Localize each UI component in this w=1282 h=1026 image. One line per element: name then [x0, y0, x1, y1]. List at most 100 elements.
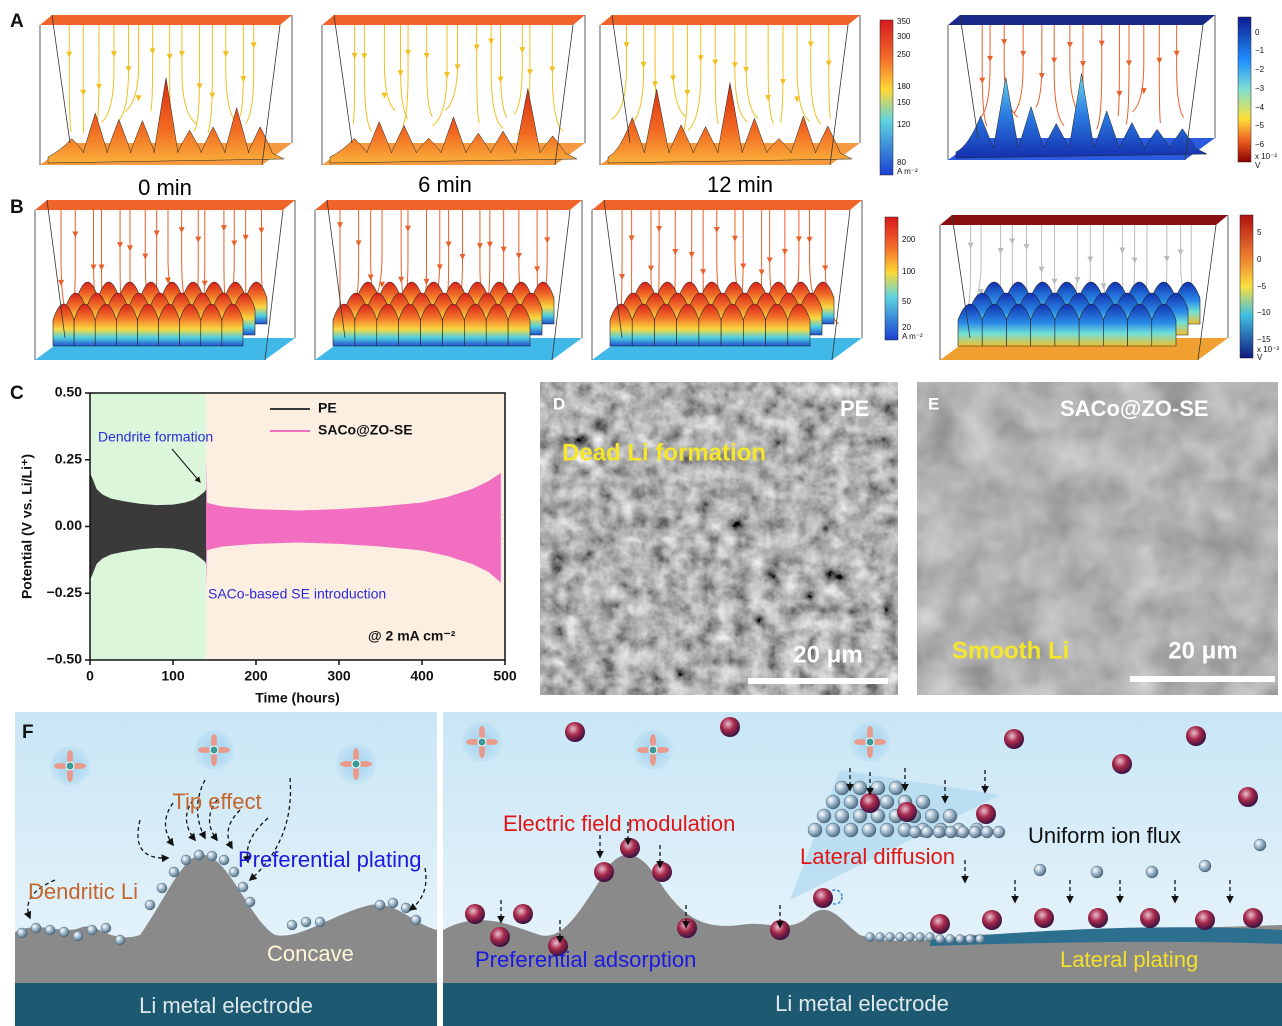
arrow-head: [698, 55, 704, 61]
colorbar: [880, 20, 893, 175]
ion-cluster: [1088, 908, 1108, 928]
field-line: [612, 25, 627, 119]
arrow-head: [117, 242, 123, 248]
colorbar-label: 150: [897, 98, 911, 107]
li-atom: [194, 850, 204, 860]
ion-cluster: [652, 862, 672, 882]
field-line: [61, 210, 68, 315]
label: Lateral plating: [1060, 947, 1198, 972]
colorbar-label: −10: [1257, 308, 1271, 317]
li-atom: [844, 795, 858, 809]
li-atom: [880, 795, 894, 809]
arrow-head: [1080, 61, 1086, 67]
arrow-head: [765, 95, 771, 101]
arrow-head: [99, 265, 105, 271]
field-line: [69, 25, 71, 132]
arrow-head: [808, 42, 814, 48]
arrow-head: [202, 281, 208, 287]
li-atom: [401, 903, 411, 913]
li-atom: [1254, 839, 1266, 851]
arrow-head: [179, 227, 185, 233]
top-face: [940, 215, 1228, 225]
arrow-head: [136, 95, 142, 101]
field-line: [403, 25, 408, 126]
field-line: [715, 25, 718, 124]
arrow-head: [381, 93, 387, 99]
colorbar-unit: V: [1255, 161, 1261, 170]
sim-box: [940, 215, 1228, 360]
colorbar-label: 0: [1257, 255, 1262, 264]
arrow-head: [251, 42, 257, 48]
label: Dendritic Li: [28, 879, 138, 904]
arrow-head: [1051, 58, 1057, 64]
arrow-head: [743, 67, 749, 73]
arrow-head: [1087, 257, 1093, 263]
li-atom: [969, 826, 981, 838]
scale-bar-label: 20 μm: [793, 641, 862, 668]
arrow-head: [1156, 58, 1162, 64]
arrow-head: [1119, 248, 1125, 254]
deposit: [330, 89, 577, 163]
annotation: @ 2 mA cm⁻²: [368, 628, 456, 644]
arrow-head: [150, 48, 156, 54]
li-atom: [921, 826, 933, 838]
li-atom: [909, 826, 921, 838]
ion-cluster: [1112, 754, 1132, 774]
li-ion: [478, 738, 486, 746]
arrow-head: [424, 279, 430, 285]
arrow-head: [714, 227, 720, 233]
scale-bar: [1130, 676, 1275, 682]
li-atom: [906, 933, 915, 942]
colorbar-unit: A m⁻²: [902, 332, 923, 341]
schematic: F Tip effect Preferential plating Dendri…: [15, 712, 1282, 1026]
ion-cluster: [897, 802, 917, 822]
li-atom: [1034, 864, 1046, 876]
li-atom: [936, 935, 945, 944]
arrow-head: [1020, 51, 1026, 57]
arrow-head: [337, 222, 343, 228]
x-axis-label: Time (hours): [255, 690, 340, 706]
ion-cluster: [490, 927, 510, 947]
arrow-head: [732, 62, 738, 68]
li-atom: [871, 781, 885, 795]
field-line: [101, 25, 114, 123]
top-face: [600, 15, 860, 25]
li-atom: [87, 925, 97, 935]
arrow-head: [154, 230, 160, 236]
sim-box: [35, 200, 295, 360]
arrow-head: [243, 235, 249, 241]
scale-bar: [748, 678, 888, 684]
arrow-head: [641, 62, 647, 68]
field-line: [735, 25, 747, 122]
arrow-head: [1164, 256, 1170, 262]
field-line: [226, 25, 238, 123]
arrow-head: [968, 243, 974, 249]
colorbar-label: 350: [897, 17, 911, 26]
field-line: [195, 25, 200, 131]
top-face: [35, 200, 295, 210]
arrow-head: [195, 237, 201, 243]
colorbar-label: 20: [902, 323, 911, 332]
arrow-head: [398, 277, 404, 283]
colorbar-label: 120: [897, 120, 911, 129]
arrow-head: [240, 76, 246, 82]
li-atom: [826, 795, 840, 809]
arrow-head: [58, 280, 64, 286]
arrow-head: [1116, 91, 1122, 97]
ion-cluster: [930, 914, 950, 934]
top-face: [40, 15, 292, 25]
arrow-head: [1099, 41, 1105, 47]
colorbar-unit: V: [1257, 353, 1263, 362]
li-atom: [375, 900, 385, 910]
li-atom: [981, 826, 993, 838]
li-atom: [993, 826, 1005, 838]
arrow-head: [167, 54, 173, 60]
field-line: [620, 210, 622, 318]
li-ion: [210, 746, 218, 754]
x-tick-label: 0: [86, 668, 94, 684]
arrow-head: [397, 70, 403, 76]
panel-label: D: [553, 394, 565, 413]
y-tick-label: 0.25: [55, 450, 82, 466]
legend-label: PE: [318, 400, 337, 416]
field-line: [501, 25, 507, 118]
